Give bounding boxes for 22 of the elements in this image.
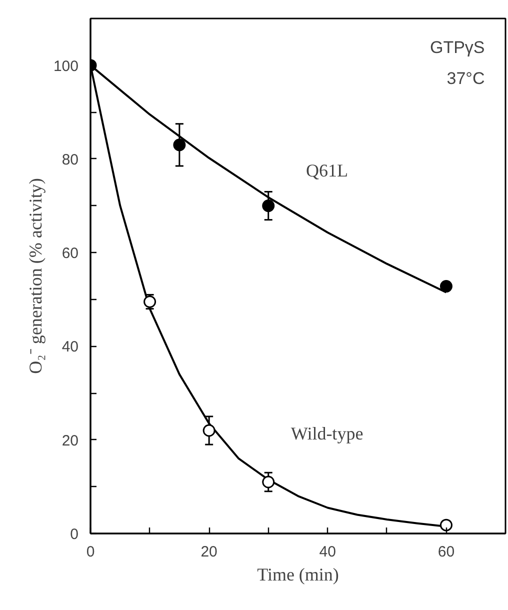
y-tick-label: 100 bbox=[53, 58, 79, 75]
point bbox=[262, 476, 275, 488]
annotation: Wild-type bbox=[290, 423, 364, 444]
x-tick-label: 40 bbox=[319, 544, 336, 560]
point bbox=[202, 424, 216, 437]
x-axis-title: Time (min) bbox=[257, 564, 339, 584]
y-tick-label: 80 bbox=[62, 151, 79, 168]
point bbox=[173, 138, 186, 152]
point bbox=[440, 280, 452, 293]
annotation: Q61L bbox=[306, 160, 348, 181]
y-tick-label: 20 bbox=[62, 432, 79, 450]
y-tick-label: 40 bbox=[62, 338, 79, 356]
y-tick-label: 60 bbox=[62, 245, 79, 262]
annotation: 37°C bbox=[446, 69, 485, 88]
point bbox=[440, 518, 452, 532]
y-axis-title: O₂⁻ generation (% activity) bbox=[25, 178, 46, 374]
point bbox=[262, 200, 275, 212]
annotation: GTPγS bbox=[430, 38, 485, 58]
x-tick-label: 0 bbox=[86, 544, 95, 560]
y-tick-label: 0 bbox=[70, 526, 78, 543]
x-tick-label: 20 bbox=[200, 544, 218, 560]
x-tick-label: 60 bbox=[438, 544, 455, 560]
